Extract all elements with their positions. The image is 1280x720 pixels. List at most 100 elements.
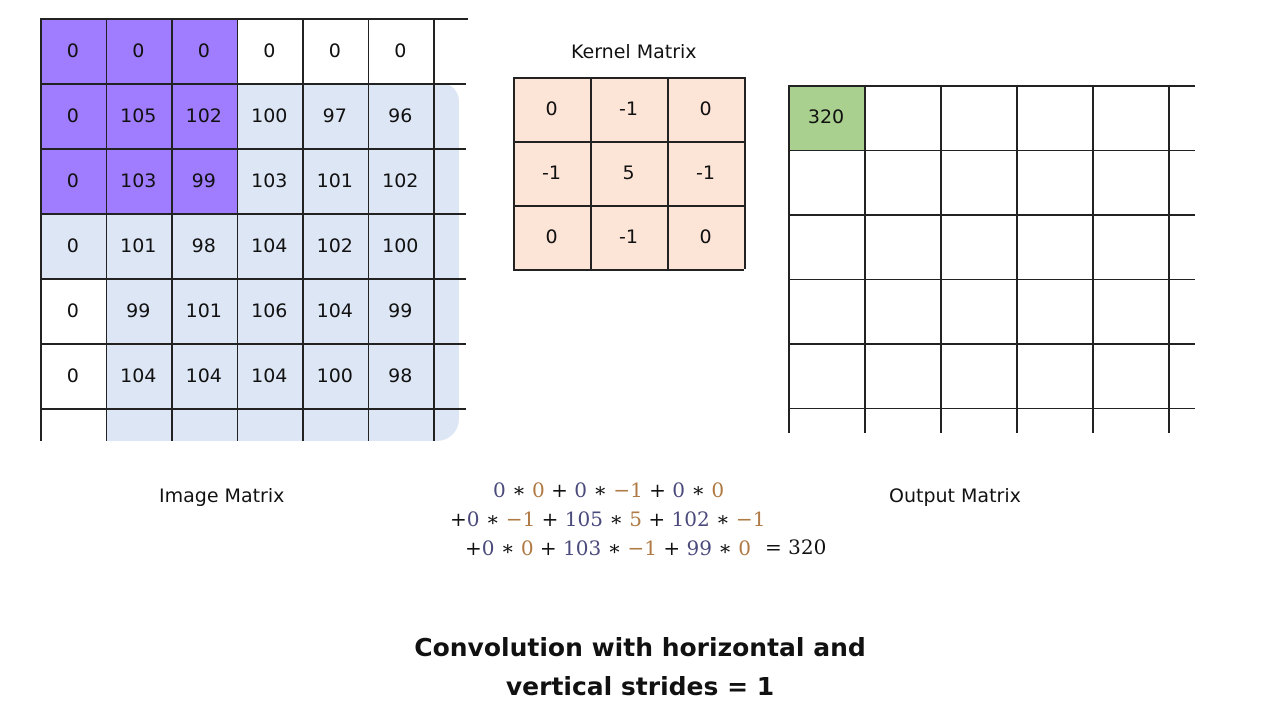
image-cell: 0: [105, 18, 171, 83]
output-cell: [864, 214, 940, 279]
kernel-value: 0: [520, 536, 534, 560]
image-cell: 0: [40, 213, 106, 278]
kernel-value: 0: [532, 478, 545, 502]
operator: +: [533, 536, 564, 560]
image-cell: 104: [316, 299, 353, 322]
kernel-value: 0: [711, 478, 725, 502]
kernel-cell: 0: [667, 77, 744, 141]
image-cell: 0: [40, 18, 106, 83]
kernel-cell: 0: [667, 205, 744, 269]
image-cell: 101: [120, 234, 157, 257]
image-cell: 101: [185, 299, 222, 322]
image-value: 0: [466, 507, 480, 531]
output-cell: [1168, 150, 1244, 215]
image-value: 99: [686, 536, 712, 560]
output-cell: [864, 279, 940, 344]
output-cell: [864, 343, 940, 408]
caption: Convolution with horizontal and vertical…: [340, 628, 940, 706]
grid-line: [40, 278, 466, 280]
equation-line: +0 ∗ 0 + 103 ∗ −1 + 99 ∗ 0: [465, 536, 751, 560]
kernel-cell: -1: [667, 141, 744, 205]
image-cell: 0: [302, 18, 368, 83]
image-cell: 99: [388, 299, 413, 322]
output-cell: [1092, 343, 1168, 408]
output-cell: [788, 214, 864, 279]
image-matrix-label: Image Matrix: [159, 485, 285, 507]
operator: +: [642, 507, 672, 531]
operator: +: [465, 536, 482, 560]
output-cell: [940, 343, 1016, 408]
operator: ∗: [494, 536, 521, 560]
image-cell: 102: [316, 234, 353, 257]
grid-line: [744, 77, 746, 269]
image-cell: 104: [251, 364, 288, 387]
grid-line: [40, 148, 466, 150]
grid-line: [1016, 85, 1018, 434]
operator: ∗: [709, 507, 736, 531]
operator: ∗: [479, 507, 506, 531]
grid-line: [788, 407, 1195, 409]
equation-line: +0 ∗ −1 + 105 ∗ 5 + 102 ∗ −1: [450, 507, 765, 531]
output-cell: [1092, 214, 1168, 279]
output-cell: [1168, 214, 1244, 279]
output-cell: [864, 85, 940, 150]
kernel-value: −1: [736, 507, 766, 531]
grid-line: [590, 77, 592, 269]
operator: ∗: [587, 478, 614, 502]
kernel-matrix-label: Kernel Matrix: [571, 41, 697, 63]
operator: ∗: [711, 536, 739, 560]
caption-line-1: Convolution with horizontal and: [414, 633, 866, 662]
caption-line-2: vertical strides = 1: [505, 672, 775, 701]
image-cell: 99: [171, 148, 237, 213]
grid-line: [1168, 85, 1170, 434]
image-value: 0: [493, 478, 506, 502]
kernel-cell: 0: [513, 205, 590, 269]
grid-line: [788, 214, 1195, 216]
grid-line: [105, 18, 107, 441]
operator: +: [657, 536, 687, 560]
image-cell: 102: [171, 83, 237, 148]
image-cell: 100: [316, 364, 353, 387]
image-value: 103: [563, 536, 602, 560]
grid-line: [788, 149, 1195, 151]
image-value: 0: [481, 536, 495, 560]
output-cell: [788, 150, 864, 215]
equation-result: = 320: [765, 535, 827, 559]
grid-line: [788, 278, 1195, 280]
grid-line: [236, 18, 238, 441]
image-cell: 106: [251, 299, 288, 322]
output-cell: [864, 150, 940, 215]
operator: +: [535, 507, 565, 531]
image-cell: 0: [236, 18, 302, 83]
operator: +: [450, 507, 467, 531]
operator: ∗: [601, 536, 628, 560]
image-cell: 100: [251, 104, 288, 127]
output-cell: 320: [788, 85, 864, 150]
image-cell: 100: [382, 234, 419, 257]
kernel-value: −1: [627, 536, 658, 560]
operator: ∗: [602, 507, 630, 531]
kernel-cell: -1: [590, 77, 667, 141]
kernel-cell: 0: [513, 77, 590, 141]
output-cell: [1016, 150, 1092, 215]
output-cell: [1168, 279, 1244, 344]
image-cell: 104: [185, 364, 222, 387]
image-cell: 99: [126, 299, 151, 322]
image-cell: 104: [120, 364, 157, 387]
image-cell: 103: [105, 148, 171, 213]
image-cell: 0: [40, 148, 106, 213]
grid-line: [1092, 85, 1094, 434]
output-cell: [1016, 85, 1092, 150]
output-cell: [940, 150, 1016, 215]
operator: +: [544, 478, 575, 502]
grid-line: [788, 85, 790, 434]
image-cell: 0: [40, 278, 106, 343]
grid-line: [433, 18, 435, 441]
grid-line: [513, 205, 744, 207]
image-cell: 0: [171, 18, 237, 83]
grid-line: [513, 77, 515, 269]
image-value: 0: [672, 478, 686, 502]
image-cell: 98: [388, 364, 413, 387]
grid-line: [40, 343, 466, 345]
operator: +: [642, 478, 673, 502]
